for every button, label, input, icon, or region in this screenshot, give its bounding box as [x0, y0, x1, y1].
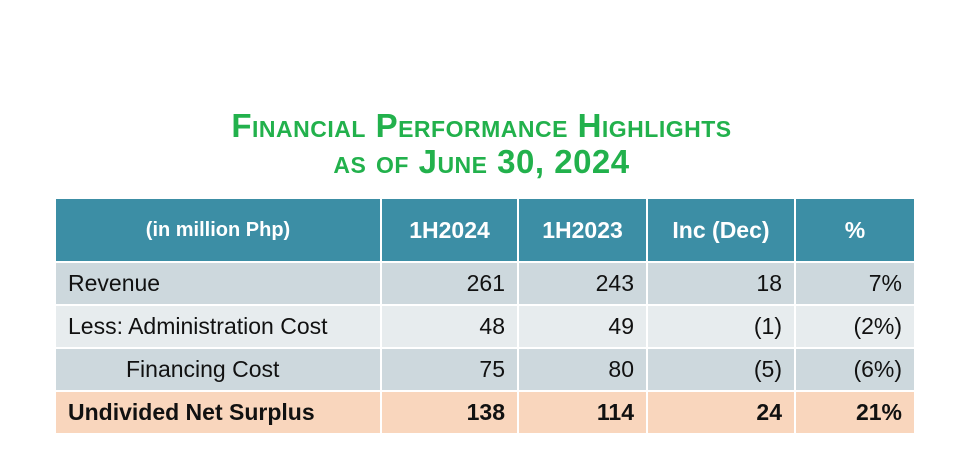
column-header-inc-dec: Inc (Dec) — [646, 197, 796, 263]
cell-1h2023: 114 — [517, 390, 648, 435]
cell-percent: (6%) — [794, 347, 916, 392]
table-row-revenue: Revenue 261 243 18 7% — [54, 261, 916, 306]
cell-percent: 7% — [794, 261, 916, 306]
column-header-unit: (in million Php) — [54, 197, 382, 263]
cell-percent: 21% — [794, 390, 916, 435]
cell-inc-dec: (1) — [646, 304, 796, 349]
cell-1h2024: 261 — [380, 261, 519, 306]
cell-inc-dec: 18 — [646, 261, 796, 306]
row-label: Less: Administration Cost — [54, 304, 382, 349]
row-label: Revenue — [54, 261, 382, 306]
title-line-1: Financial Performance Highlights — [231, 107, 732, 144]
cell-1h2023: 49 — [517, 304, 648, 349]
cell-inc-dec: (5) — [646, 347, 796, 392]
cell-inc-dec: 24 — [646, 390, 796, 435]
title-line-2: as of June 30, 2024 — [333, 143, 630, 180]
cell-1h2024: 75 — [380, 347, 519, 392]
cell-1h2023: 243 — [517, 261, 648, 306]
cell-1h2024: 48 — [380, 304, 519, 349]
table-row-administration-cost: Less: Administration Cost 48 49 (1) (2%) — [54, 304, 916, 349]
table-row-net-surplus: Undivided Net Surplus 138 114 24 21% — [54, 390, 916, 435]
table-row-financing-cost: Financing Cost 75 80 (5) (6%) — [54, 347, 916, 392]
cell-percent: (2%) — [794, 304, 916, 349]
slide-title: Financial Performance Highlights as of J… — [0, 108, 963, 180]
column-header-1h2023: 1H2023 — [517, 197, 648, 263]
table-header-row: (in million Php) 1H2024 1H2023 Inc (Dec)… — [54, 197, 916, 263]
cell-1h2023: 80 — [517, 347, 648, 392]
cell-1h2024: 138 — [380, 390, 519, 435]
column-header-1h2024: 1H2024 — [380, 197, 519, 263]
column-header-percent: % — [794, 197, 916, 263]
financial-highlights-table: (in million Php) 1H2024 1H2023 Inc (Dec)… — [54, 197, 916, 435]
row-label: Undivided Net Surplus — [54, 390, 382, 435]
row-label: Financing Cost — [54, 347, 382, 392]
